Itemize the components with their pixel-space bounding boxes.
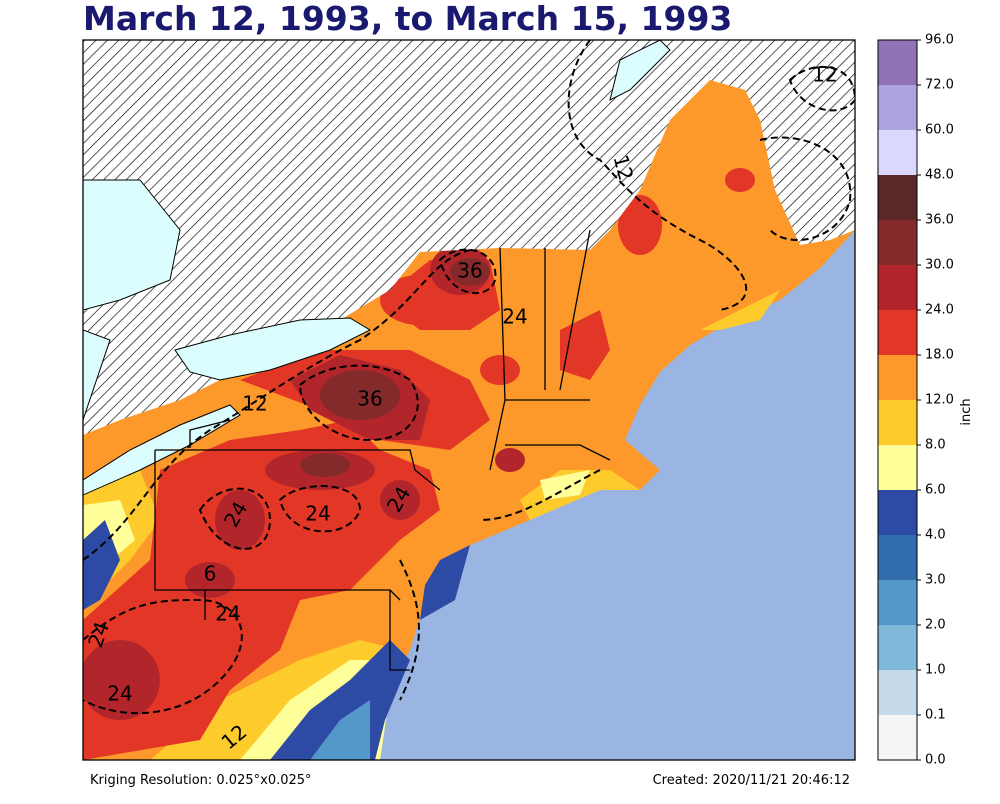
footer-left: Kriging Resolution: 0.025°x0.025° (90, 773, 312, 788)
colorbar-segment (878, 625, 917, 670)
colorbar-label: 1.0 (925, 663, 946, 678)
colorbar-label: 8.0 (925, 438, 946, 453)
colorbar-label: 2.0 (925, 618, 946, 633)
colorbar-label: 36.0 (925, 213, 954, 228)
contour (83, 40, 855, 715)
colorbar-label: 3.0 (925, 573, 946, 588)
snow-band (83, 520, 120, 610)
colorbar-label: 18.0 (925, 348, 954, 363)
colorbar-segment (878, 535, 917, 580)
snow-band (540, 470, 590, 500)
colorbar-label: 48.0 (925, 168, 954, 183)
map-frame (82, 39, 856, 761)
contour-label: 12 (242, 392, 267, 416)
colorbar-label: 60.0 (925, 123, 954, 138)
colorbar-label: 0.0 (925, 753, 946, 768)
state-line (154, 229, 611, 671)
contour-label: 36 (357, 387, 382, 411)
colorbar-label: 12.0 (925, 393, 954, 408)
colorbar-label: 72.0 (925, 78, 954, 93)
contour-label: 24 (215, 602, 240, 626)
colorbar-segment (878, 355, 917, 400)
contour-label: 24 (502, 305, 527, 329)
colorbar-label: 24.0 (925, 303, 954, 318)
colorbar-unit: inch (959, 398, 974, 425)
snow-band (83, 168, 755, 760)
colorbar-segment (878, 85, 917, 130)
contour-label: 6 (204, 562, 217, 586)
contour-label: 24 (107, 682, 132, 706)
colorbar: 0.0 0.1 1.0 2.0 3.0 4.0 6.0 8.0 12.0 18.0 24.0 30.0… (877, 33, 954, 768)
contour-label: 36 (457, 259, 482, 283)
colorbar-label: 6.0 (925, 483, 946, 498)
footer-right: Created: 2020/11/21 20:46:12 (653, 773, 850, 788)
colorbar-segment (878, 400, 917, 445)
colorbar-label: 96.0 (925, 33, 954, 48)
colorbar-segment (878, 130, 917, 175)
colorbar-segment (878, 220, 917, 265)
colorbar-segment (878, 670, 917, 715)
colorbar-segment (878, 265, 917, 310)
colorbar-segment (878, 715, 917, 760)
snow-band (310, 700, 370, 760)
colorbar-segment (878, 40, 917, 85)
colorbar-segment (878, 445, 917, 490)
colorbar-segment (878, 490, 917, 535)
contour-label: 12 (812, 63, 837, 87)
colorbar-label: 0.1 (925, 708, 946, 723)
colorbar-segment (878, 310, 917, 355)
snow-band (420, 545, 470, 620)
colorbar-segment (878, 580, 917, 625)
contour-label: 24 (305, 502, 330, 526)
title: March 12, 1993, to March 15, 1993 (83, 0, 732, 38)
snow-band (300, 258, 490, 477)
colorbar-segment (878, 175, 917, 220)
colorbar-label: 30.0 (925, 258, 954, 273)
snow-band (270, 640, 410, 760)
map (83, 40, 855, 760)
snow-band (700, 290, 780, 330)
colorbar-label: 4.0 (925, 528, 946, 543)
